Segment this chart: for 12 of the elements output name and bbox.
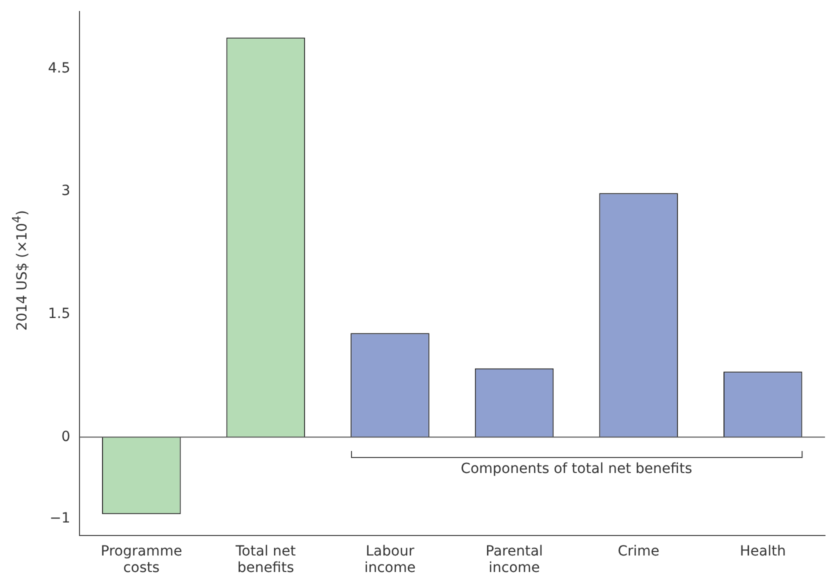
x-tick-label: Crime [618, 543, 660, 560]
y-tick-label: 3 [61, 183, 70, 200]
y-tick-label: −1 [50, 510, 70, 527]
x-tick-label: Total net benefits [234, 543, 296, 576]
x-tick-label: Health [740, 543, 786, 560]
annotation: Components of total net benefits [460, 461, 694, 478]
x-tick-label: Labour income [364, 543, 416, 576]
x-tick-label: Parental income [486, 543, 543, 576]
y-tick-label: 4.5 [48, 60, 70, 76]
y-tick-label: 1.5 [48, 306, 70, 322]
x-tick-label: Programme costs [100, 543, 182, 576]
y-tick-label: 0 [61, 428, 70, 445]
